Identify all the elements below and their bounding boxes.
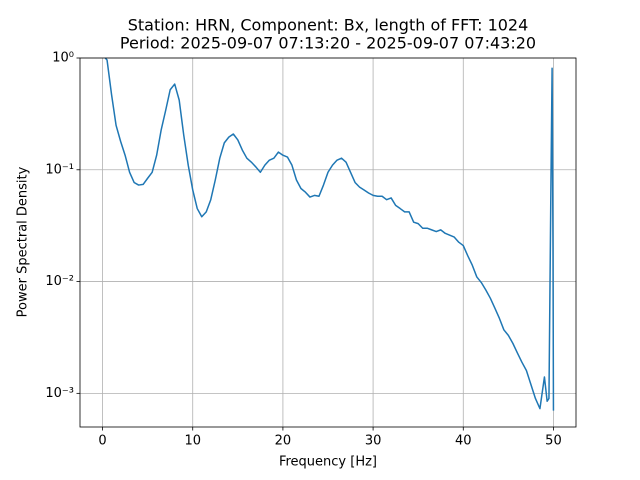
y-axis-label: Power Spectral Density [16, 166, 31, 317]
y-tick-label: 10⁻³ [45, 386, 74, 401]
x-tick-label: 20 [275, 434, 292, 449]
x-tick-label: 50 [545, 434, 562, 449]
x-tick-label: 10 [184, 434, 201, 449]
x-tick-label: 0 [98, 434, 106, 449]
x-axis-label: Frequency [Hz] [279, 455, 377, 470]
chart-title: Period: 2025-09-07 07:13:20 - 2025-09-07… [120, 34, 536, 53]
y-tick-label: 10⁻¹ [45, 162, 74, 177]
y-tick-label: 10⁰ [52, 51, 74, 66]
y-tick-label: 10⁻² [45, 274, 74, 289]
x-tick-label: 30 [365, 434, 382, 449]
plot-frame [79, 57, 577, 428]
x-tick-label: 40 [455, 434, 472, 449]
line-series [104, 57, 555, 411]
chart-title: Station: HRN, Component: Bx, length of F… [128, 16, 529, 35]
